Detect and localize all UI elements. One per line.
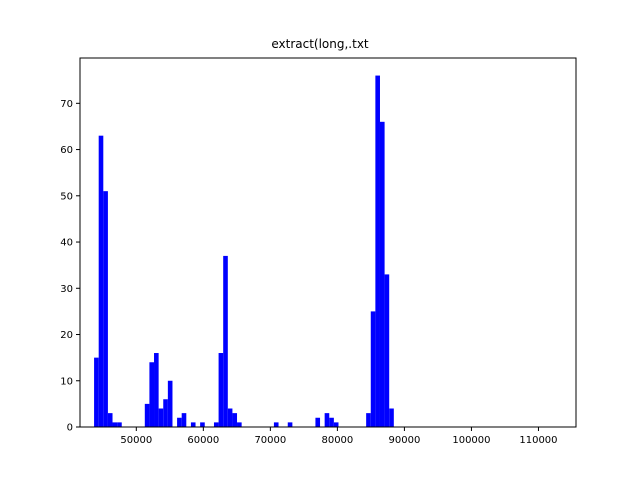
histogram-bar: [389, 408, 394, 427]
y-tick-label: 70: [60, 99, 73, 110]
histogram-bar: [218, 353, 224, 427]
x-tick-label: 110000: [519, 435, 557, 446]
histogram-bar: [149, 362, 155, 427]
histogram-bar: [144, 403, 150, 427]
x-tick-label: 60000: [187, 435, 219, 446]
histogram-bar: [232, 413, 238, 427]
histogram-bar: [375, 75, 380, 427]
histogram-bar: [227, 408, 233, 427]
histogram-bar: [107, 413, 113, 427]
histogram-bar: [181, 413, 187, 427]
histogram-bar: [379, 121, 385, 427]
histogram-bar: [177, 417, 182, 427]
histogram-bar: [167, 380, 173, 427]
histogram-bar: [324, 413, 330, 427]
y-tick-label: 60: [60, 145, 73, 156]
histogram-bar: [315, 417, 321, 427]
y-tick-label: 0: [67, 423, 73, 434]
histogram-bar: [273, 422, 279, 427]
histogram-bar: [329, 417, 334, 427]
x-tick-label: 50000: [120, 435, 152, 446]
histogram-bar: [103, 191, 108, 427]
histogram-bar: [370, 311, 376, 427]
histogram-bar: [333, 422, 339, 427]
histogram-bar: [366, 413, 371, 427]
histogram-bar: [223, 255, 228, 427]
y-tick-label: 30: [60, 284, 73, 295]
histogram-bar: [154, 353, 159, 427]
histogram-bar: [200, 422, 205, 427]
histogram-bar: [384, 274, 390, 427]
histogram-bar: [112, 422, 118, 427]
y-tick-label: 20: [60, 330, 73, 341]
y-tick-label: 50: [60, 191, 73, 202]
histogram-bar: [213, 422, 219, 427]
y-axis: 0 10 20 30 40 50 60 70: [60, 99, 80, 434]
x-tick-label: 80000: [321, 435, 353, 446]
bars-group: [94, 75, 394, 427]
histogram-bar: [237, 422, 242, 427]
x-tick-label: 100000: [452, 435, 490, 446]
histogram-bar: [287, 422, 293, 427]
histogram-bar: [98, 135, 104, 427]
histogram-bar: [190, 422, 196, 427]
y-tick-label: 10: [60, 376, 73, 387]
y-tick-label: 40: [60, 238, 73, 249]
histogram-bar: [94, 357, 99, 427]
x-axis: 50000 60000 70000 80000 90000 100000 110000: [120, 427, 558, 446]
x-tick-label: 70000: [254, 435, 286, 446]
histogram-bar: [163, 399, 168, 427]
chart-title: extract(long,.txt: [271, 37, 369, 51]
histogram-bar: [158, 408, 164, 427]
histogram-bar: [117, 422, 122, 427]
x-tick-label: 90000: [389, 435, 421, 446]
